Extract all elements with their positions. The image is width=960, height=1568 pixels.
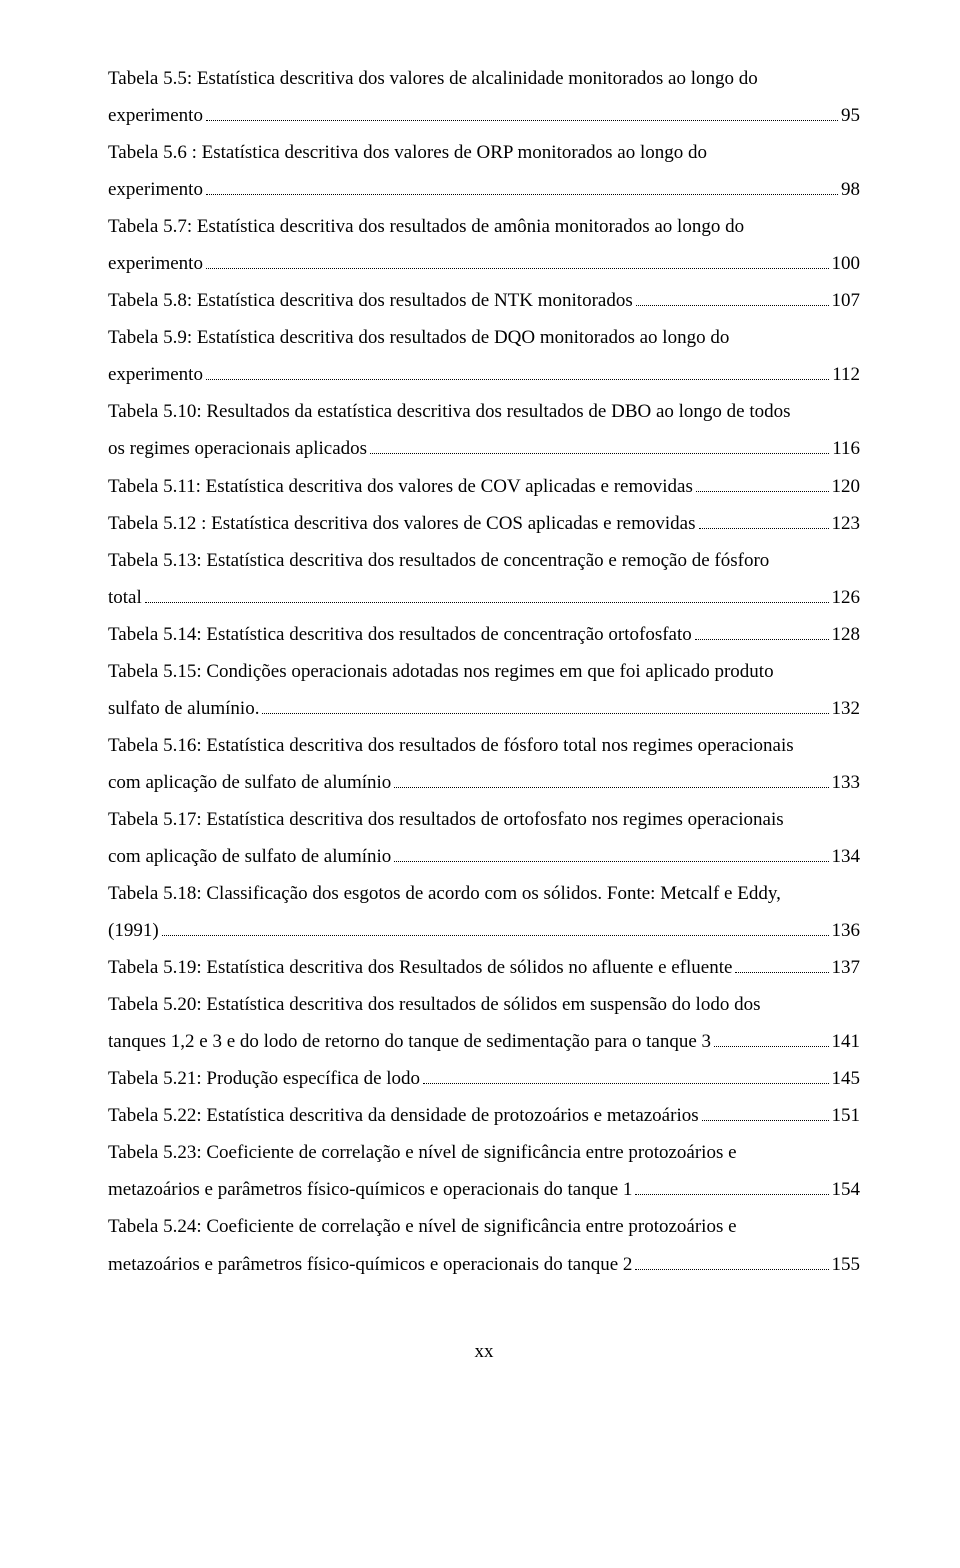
toc-leader-dots bbox=[206, 194, 838, 195]
toc-leader-dots bbox=[714, 1046, 828, 1047]
toc-entry: os regimes operacionais aplicados 116 bbox=[108, 430, 860, 467]
toc-page-number: 134 bbox=[832, 838, 861, 875]
toc-leader-dots bbox=[696, 491, 829, 492]
toc-entry: sulfato de alumínio. 132 bbox=[108, 690, 860, 727]
toc-entry: Tabela 5.11: Estatística descritiva dos … bbox=[108, 468, 860, 505]
toc-leader-dots bbox=[394, 861, 828, 862]
toc-entry: (1991) 136 bbox=[108, 912, 860, 949]
page-number: xx bbox=[108, 1333, 860, 1370]
toc-entry: experimento 95 bbox=[108, 97, 860, 134]
toc-leader-dots bbox=[635, 1194, 828, 1195]
toc-entry-text: Tabela 5.22: Estatística descritiva da d… bbox=[108, 1097, 699, 1134]
toc-entry-line: Tabela 5.9: Estatística descritiva dos r… bbox=[108, 319, 860, 356]
toc-entry-line: Tabela 5.24: Coeficiente de correlação e… bbox=[108, 1208, 860, 1245]
toc-page-number: 151 bbox=[832, 1097, 861, 1134]
toc-entry-text: Tabela 5.21: Produção específica de lodo bbox=[108, 1060, 420, 1097]
toc-page-number: 128 bbox=[832, 616, 861, 653]
toc-entry: Tabela 5.19: Estatística descritiva dos … bbox=[108, 949, 860, 986]
toc-page-number: 100 bbox=[832, 245, 861, 282]
toc-entry: metazoários e parâmetros físico-químicos… bbox=[108, 1171, 860, 1208]
toc-entry: tanques 1,2 e 3 e do lodo de retorno do … bbox=[108, 1023, 860, 1060]
toc-leader-dots bbox=[735, 972, 828, 973]
toc-leader-dots bbox=[699, 528, 829, 529]
toc-leader-dots bbox=[370, 453, 829, 454]
toc-page-number: 107 bbox=[832, 282, 861, 319]
toc-page-number: 154 bbox=[832, 1171, 861, 1208]
toc-entry-text: Tabela 5.19: Estatística descritiva dos … bbox=[108, 949, 732, 986]
toc-entry-text: Tabela 5.14: Estatística descritiva dos … bbox=[108, 616, 692, 653]
toc-entry-text: total bbox=[108, 579, 142, 616]
toc-page-number: 116 bbox=[832, 430, 860, 467]
toc-entry-text: Tabela 5.12 : Estatística descritiva dos… bbox=[108, 505, 696, 542]
toc-entry-text: com aplicação de sulfato de alumínio bbox=[108, 764, 391, 801]
toc-entry-line: Tabela 5.7: Estatística descritiva dos r… bbox=[108, 208, 860, 245]
toc-entry: Tabela 5.21: Produção específica de lodo… bbox=[108, 1060, 860, 1097]
toc-page-number: 141 bbox=[832, 1023, 861, 1060]
toc-page-number: 137 bbox=[832, 949, 861, 986]
toc-entry-line: Tabela 5.17: Estatística descritiva dos … bbox=[108, 801, 860, 838]
toc-page-number: 112 bbox=[832, 356, 860, 393]
toc-page-number: 120 bbox=[832, 468, 861, 505]
toc-leader-dots bbox=[206, 268, 829, 269]
toc-page-number: 133 bbox=[832, 764, 861, 801]
toc-leader-dots bbox=[636, 305, 829, 306]
toc-entry-line: Tabela 5.13: Estatística descritiva dos … bbox=[108, 542, 860, 579]
toc-entry: experimento 98 bbox=[108, 171, 860, 208]
toc-entry: com aplicação de sulfato de alumínio 133 bbox=[108, 764, 860, 801]
toc-entry-line: Tabela 5.10: Resultados da estatística d… bbox=[108, 393, 860, 430]
toc-leader-dots bbox=[206, 120, 838, 121]
toc-entry-text: com aplicação de sulfato de alumínio bbox=[108, 838, 391, 875]
toc-leader-dots bbox=[394, 787, 828, 788]
toc-leader-dots bbox=[262, 713, 828, 714]
toc-entry: metazoários e parâmetros físico-químicos… bbox=[108, 1246, 860, 1283]
toc-entry-text: sulfato de alumínio. bbox=[108, 690, 259, 727]
toc-entry-text: (1991) bbox=[108, 912, 159, 949]
toc-entry: Tabela 5.12 : Estatística descritiva dos… bbox=[108, 505, 860, 542]
toc-entry-line: Tabela 5.5: Estatística descritiva dos v… bbox=[108, 60, 860, 97]
toc-entry: Tabela 5.8: Estatística descritiva dos r… bbox=[108, 282, 860, 319]
toc-entry-line: Tabela 5.23: Coeficiente de correlação e… bbox=[108, 1134, 860, 1171]
toc-entry-text: Tabela 5.11: Estatística descritiva dos … bbox=[108, 468, 693, 505]
toc-entry-text: experimento bbox=[108, 171, 203, 208]
toc-page-number: 132 bbox=[832, 690, 861, 727]
toc-entry-line: Tabela 5.20: Estatística descritiva dos … bbox=[108, 986, 860, 1023]
toc-page-number: 155 bbox=[832, 1246, 861, 1283]
toc-entry-text: os regimes operacionais aplicados bbox=[108, 430, 367, 467]
toc-page-number: 123 bbox=[832, 505, 861, 542]
toc-entry-line: Tabela 5.18: Classificação dos esgotos d… bbox=[108, 875, 860, 912]
toc-leader-dots bbox=[695, 639, 829, 640]
toc-entry: Tabela 5.14: Estatística descritiva dos … bbox=[108, 616, 860, 653]
toc-leader-dots bbox=[423, 1083, 828, 1084]
toc-page-number: 145 bbox=[832, 1060, 861, 1097]
toc-entry: experimento 100 bbox=[108, 245, 860, 282]
toc-page-number: 126 bbox=[832, 579, 861, 616]
toc-leader-dots bbox=[162, 935, 829, 936]
toc-entry-text: Tabela 5.8: Estatística descritiva dos r… bbox=[108, 282, 633, 319]
toc-entry-text: metazoários e parâmetros físico-químicos… bbox=[108, 1171, 632, 1208]
toc-entry: experimento 112 bbox=[108, 356, 860, 393]
toc-entry-text: metazoários e parâmetros físico-químicos… bbox=[108, 1246, 632, 1283]
toc-entry-text: tanques 1,2 e 3 e do lodo de retorno do … bbox=[108, 1023, 711, 1060]
toc-leader-dots bbox=[206, 379, 829, 380]
toc-page-number: 136 bbox=[832, 912, 861, 949]
toc-entry: Tabela 5.22: Estatística descritiva da d… bbox=[108, 1097, 860, 1134]
table-of-contents: Tabela 5.5: Estatística descritiva dos v… bbox=[108, 60, 860, 1283]
toc-entry-line: Tabela 5.15: Condições operacionais adot… bbox=[108, 653, 860, 690]
toc-entry-line: Tabela 5.6 : Estatística descritiva dos … bbox=[108, 134, 860, 171]
toc-leader-dots bbox=[635, 1269, 828, 1270]
toc-page-number: 98 bbox=[841, 171, 860, 208]
toc-leader-dots bbox=[702, 1120, 829, 1121]
toc-entry: com aplicação de sulfato de alumínio 134 bbox=[108, 838, 860, 875]
toc-page-number: 95 bbox=[841, 97, 860, 134]
toc-entry-text: experimento bbox=[108, 356, 203, 393]
toc-entry-line: Tabela 5.16: Estatística descritiva dos … bbox=[108, 727, 860, 764]
toc-entry-text: experimento bbox=[108, 97, 203, 134]
toc-entry-text: experimento bbox=[108, 245, 203, 282]
toc-entry: total 126 bbox=[108, 579, 860, 616]
toc-leader-dots bbox=[145, 602, 829, 603]
